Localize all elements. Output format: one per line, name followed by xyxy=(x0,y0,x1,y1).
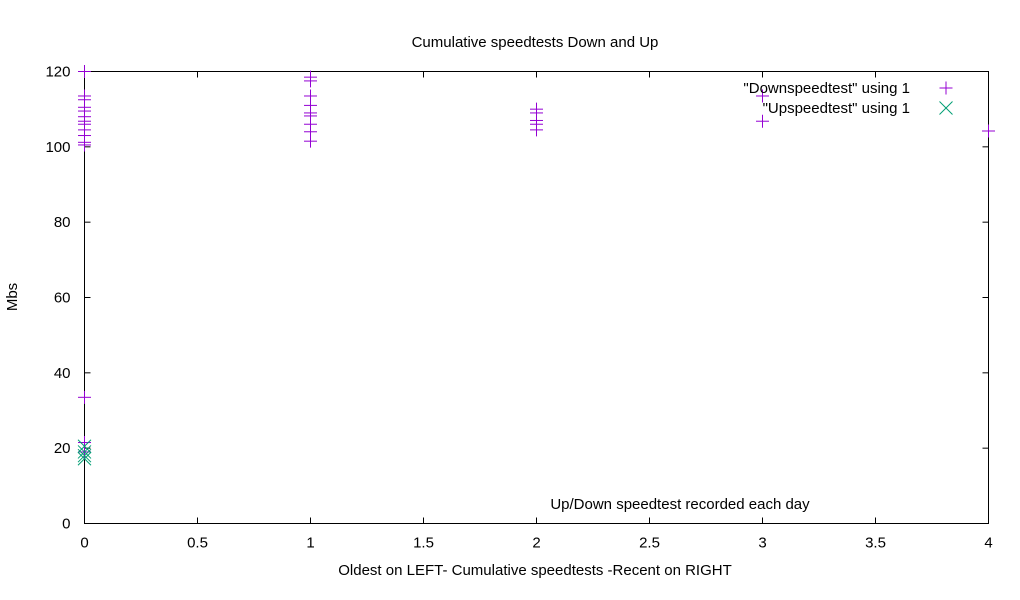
legend-marker xyxy=(939,101,953,115)
x-tick-label: 0.5 xyxy=(187,535,208,552)
legend: "Downspeedtest" using 1 "Upspeedtest" usi… xyxy=(743,80,953,117)
y-tick-label: 120 xyxy=(45,64,70,81)
x-tick-label: 2.5 xyxy=(639,535,660,552)
y-axis: 0 20 40 60 80 100 120 xyxy=(45,64,989,533)
legend-label: "Downspeedtest" using 1 xyxy=(743,80,910,97)
x-tick-label: 1 xyxy=(306,535,314,552)
x-tick-label: 0 xyxy=(80,535,88,552)
legend-marker xyxy=(939,81,953,95)
chart-annotation: Up/Down speedtest recorded each day xyxy=(550,496,810,513)
data-point xyxy=(756,89,769,103)
x-tick-label: 2 xyxy=(532,535,540,552)
data-point xyxy=(78,390,91,404)
series-downspeedtest xyxy=(78,65,995,459)
data-point xyxy=(304,134,317,148)
data-point xyxy=(756,114,769,128)
x-tick-label: 3.5 xyxy=(865,535,886,552)
y-tick-label: 100 xyxy=(45,139,70,156)
data-point xyxy=(982,124,995,138)
x-tick-label: 3 xyxy=(758,535,766,552)
data-point xyxy=(78,138,91,152)
data-point xyxy=(530,123,543,137)
data-point xyxy=(77,451,92,466)
y-tick-label: 60 xyxy=(54,290,71,307)
y-axis-label: Mbs xyxy=(4,283,21,311)
x-axis-label: Oldest on LEFT- Cumulative speedtests -R… xyxy=(338,562,732,579)
chart-title: Cumulative speedtests Down and Up xyxy=(412,34,659,51)
x-tick-label: 4 xyxy=(984,535,992,552)
data-point xyxy=(304,74,317,88)
data-point xyxy=(77,445,92,459)
y-tick-label: 20 xyxy=(54,440,71,457)
x-axis: 0 0.5 1 1.5 2 2.5 3 3.5 4 xyxy=(80,71,993,552)
data-point xyxy=(77,448,92,463)
data-point xyxy=(77,439,92,454)
series-upspeedtest xyxy=(77,439,92,466)
y-tick-label: 40 xyxy=(54,365,71,382)
data-point xyxy=(78,65,91,78)
plot-border xyxy=(84,71,989,524)
x-tick-label: 1.5 xyxy=(413,535,434,552)
y-tick-label: 80 xyxy=(54,214,71,231)
y-tick-label: 0 xyxy=(62,516,70,533)
legend-label: "Upspeedtest" using 1 xyxy=(763,100,910,117)
data-points xyxy=(77,65,995,466)
